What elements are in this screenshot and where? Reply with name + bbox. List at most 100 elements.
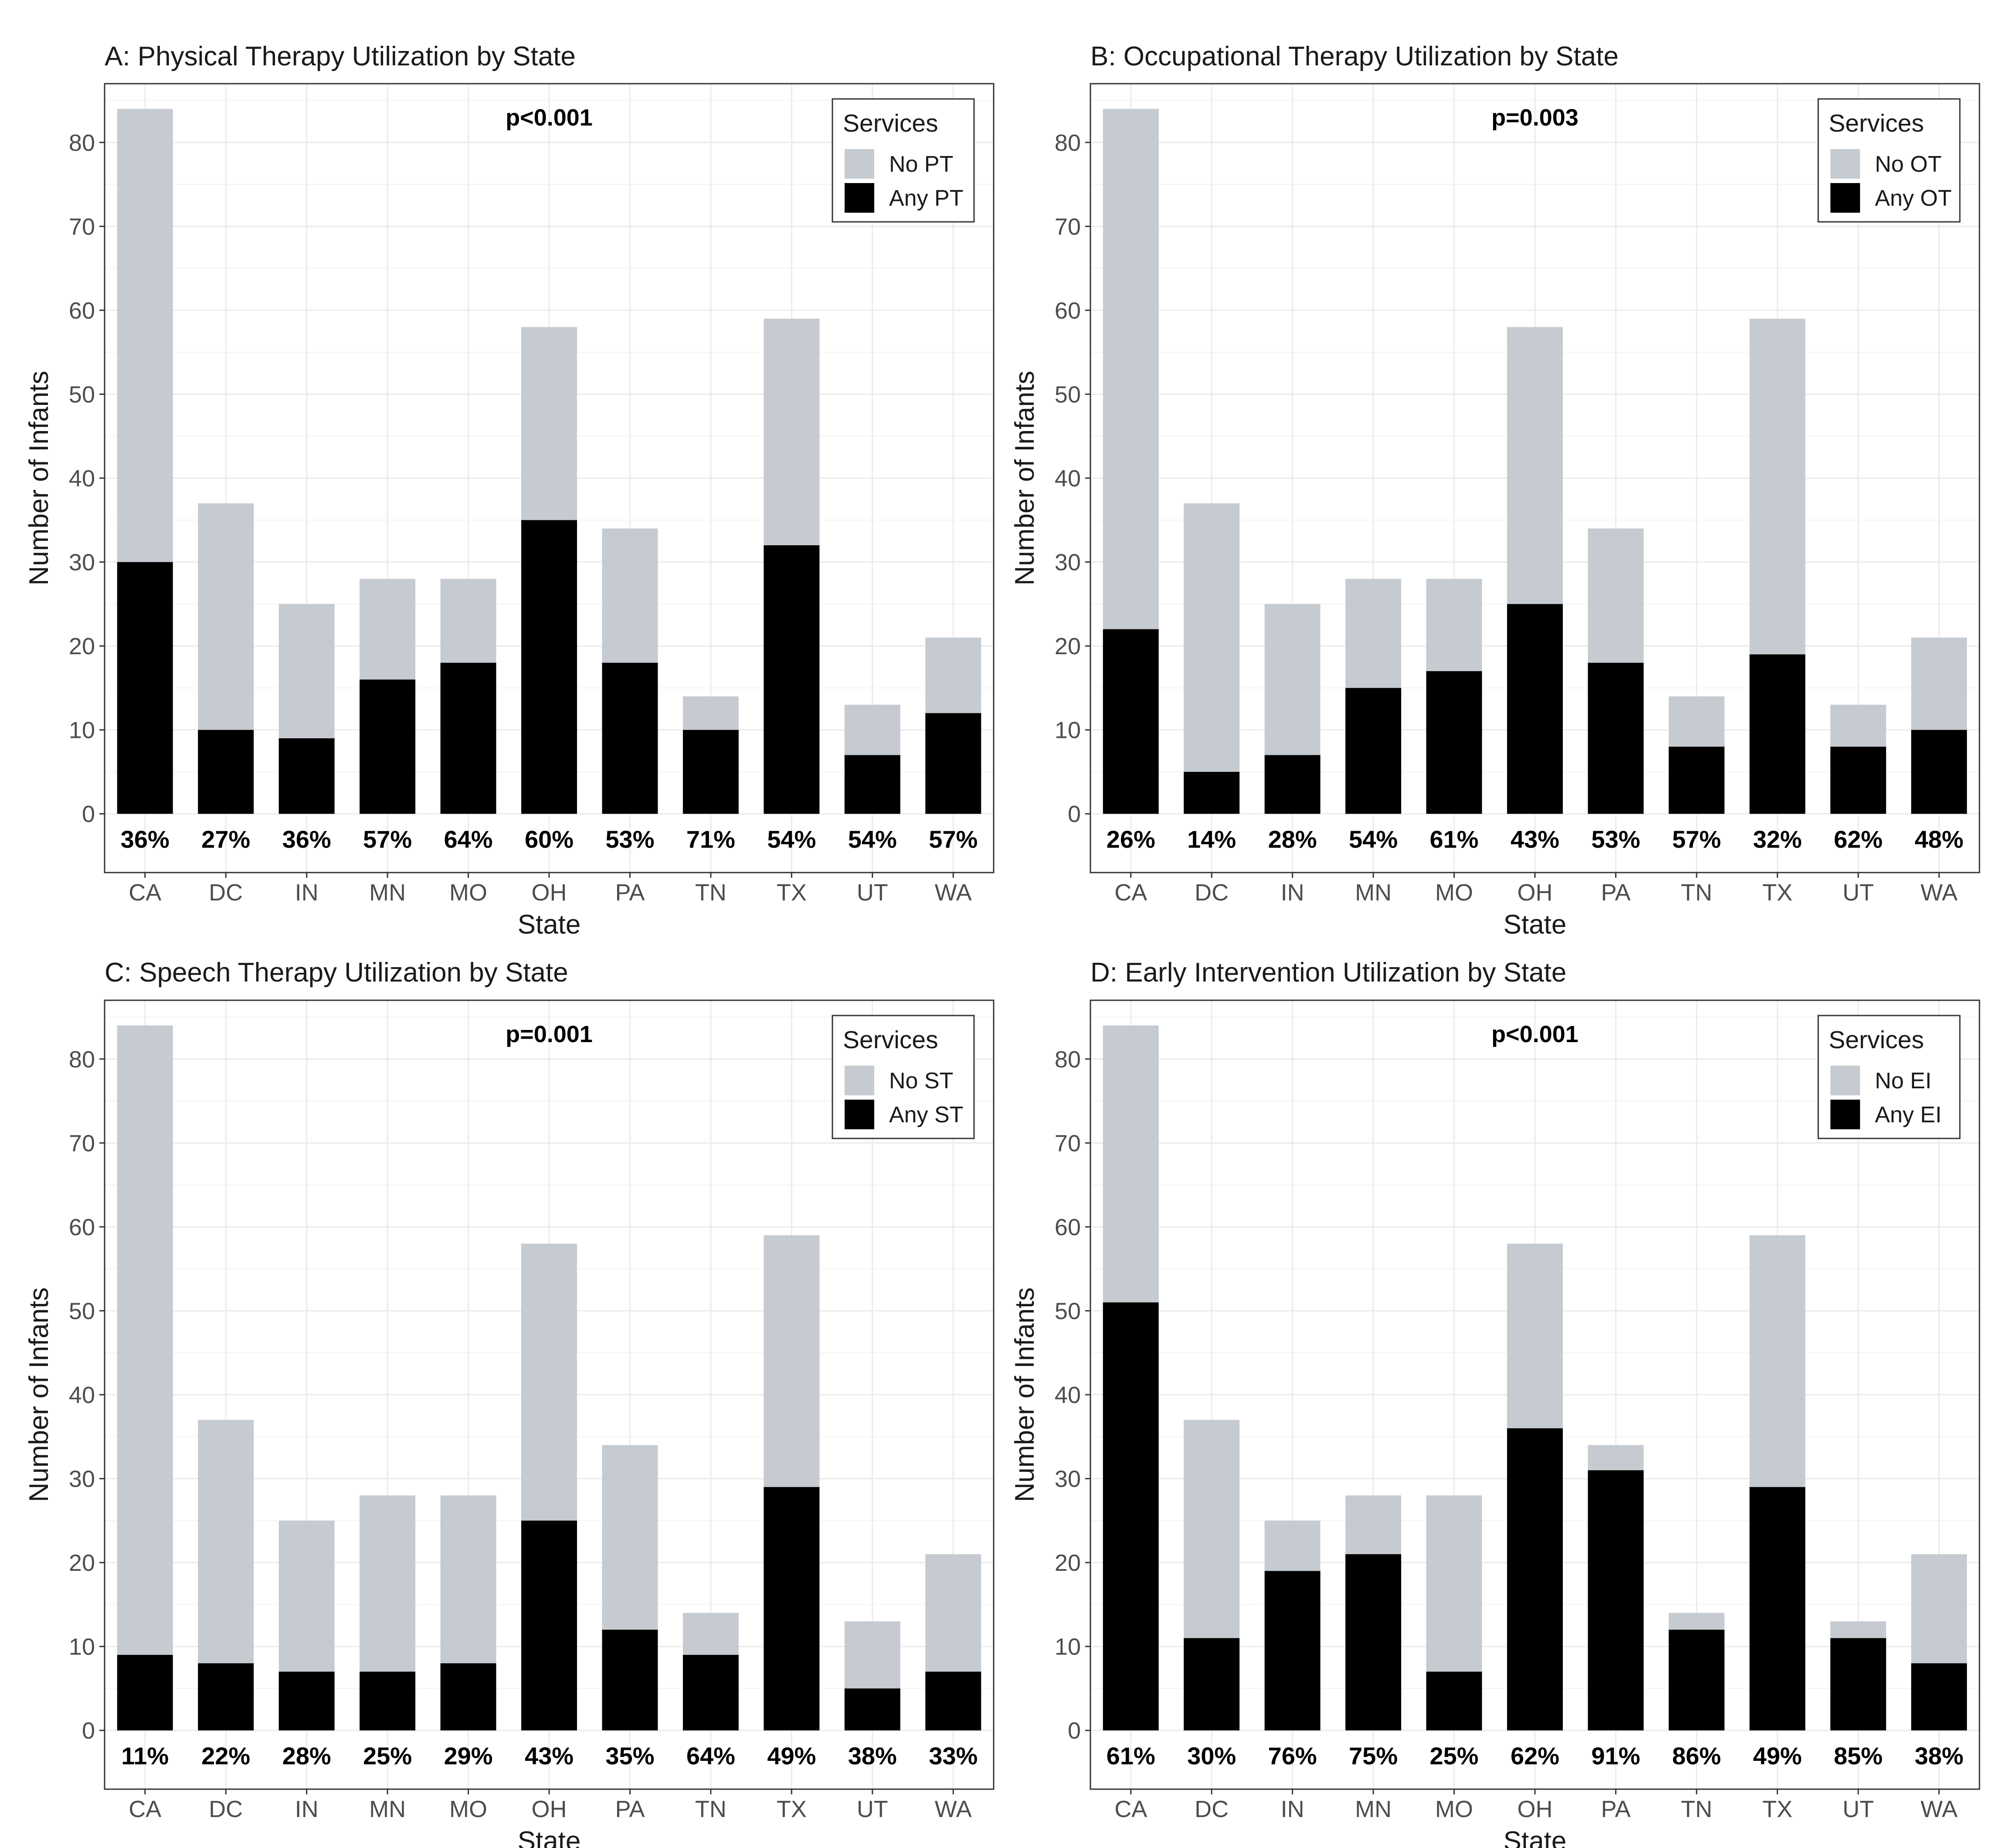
percent-label: 30% xyxy=(1187,1742,1236,1770)
y-axis-label: Number of Infants xyxy=(24,371,54,586)
bar-no-ot-pa xyxy=(1588,528,1644,663)
y-tick-label: 80 xyxy=(69,130,95,156)
legend-key xyxy=(845,183,874,213)
percent-label: 38% xyxy=(848,1742,897,1770)
plot-border xyxy=(104,83,995,873)
panel-title: B: Occupational Therapy Utilization by S… xyxy=(1090,41,1619,71)
bar-no-ot-mn xyxy=(1345,579,1402,688)
x-tick-label: OH xyxy=(1518,880,1553,906)
y-tick-label: 20 xyxy=(1055,1550,1081,1576)
percent-label: 35% xyxy=(605,1742,654,1770)
x-tick-label: MO xyxy=(449,880,487,906)
chart-panel-c: 0 10 20 30 40 50 60 70 80 11% 22% 28% 25% 29% 43% 35% 64… xyxy=(24,958,995,1848)
legend-entry: No EI xyxy=(1875,1068,1932,1094)
x-axis-label: State xyxy=(518,1826,581,1848)
bar-any-ei-pa xyxy=(1588,1470,1644,1731)
legend-key xyxy=(1830,1100,1860,1129)
percent-label: 71% xyxy=(686,825,735,853)
y-tick-label: 20 xyxy=(1055,633,1081,659)
x-tick-label: MN xyxy=(1355,1796,1392,1822)
x-tick-label: DC xyxy=(1195,880,1229,906)
percent-label: 43% xyxy=(1511,825,1559,853)
x-tick-label: MO xyxy=(1435,1796,1473,1822)
percent-label: 62% xyxy=(1511,1742,1559,1770)
bar-no-ot-ut xyxy=(1830,704,1886,747)
x-tick-label: TN xyxy=(695,1796,727,1822)
bar-no-st-tx xyxy=(764,1235,820,1487)
x-tick-label: IN xyxy=(1281,1796,1304,1822)
bar-no-ot-in xyxy=(1264,604,1321,755)
x-tick-label: DC xyxy=(1195,1796,1229,1822)
y-tick-label: 0 xyxy=(1068,1718,1081,1744)
y-tick-label: 20 xyxy=(69,633,95,659)
legend-entry: Any ST xyxy=(889,1102,964,1128)
legend-entry: No ST xyxy=(889,1068,953,1094)
bar-any-st-in xyxy=(278,1671,335,1731)
bar-no-pt-tx xyxy=(764,319,820,546)
percent-label: 53% xyxy=(605,825,654,853)
x-tick-label: UT xyxy=(857,880,888,906)
bar-any-st-tx xyxy=(764,1487,820,1731)
x-tick-label: OH xyxy=(532,880,567,906)
chart-panel-a: 0 10 20 30 40 50 60 70 80 36% 27% 36% 57% 64% 60% 53% 71… xyxy=(24,41,995,940)
p-value-annotation: p<0.001 xyxy=(506,105,593,131)
bar-any-pt-oh xyxy=(521,520,577,814)
p-value-annotation: p=0.003 xyxy=(1491,105,1579,131)
y-tick-label: 40 xyxy=(1055,1382,1081,1408)
bar-no-pt-wa xyxy=(925,637,981,713)
percent-label: 57% xyxy=(363,825,412,853)
y-tick-label: 80 xyxy=(69,1046,95,1073)
y-tick-label: 50 xyxy=(1055,381,1081,408)
x-tick-label: UT xyxy=(1843,880,1874,906)
bar-no-st-dc xyxy=(198,1420,254,1664)
percent-label: 53% xyxy=(1591,825,1640,853)
p-value-annotation: p<0.001 xyxy=(1491,1021,1579,1047)
y-tick-label: 50 xyxy=(69,1298,95,1324)
bar-no-ot-tn xyxy=(1668,696,1725,747)
bar-no-pt-ca xyxy=(117,109,173,562)
bar-any-ot-ca xyxy=(1103,629,1159,814)
legend: Services No ST Any ST xyxy=(832,1015,975,1139)
percent-label: 28% xyxy=(1268,825,1317,853)
bar-no-pt-mn xyxy=(360,579,416,680)
x-tick-label: OH xyxy=(532,1796,567,1822)
bar-no-ot-dc xyxy=(1184,503,1240,772)
bar-no-ei-dc xyxy=(1184,1420,1240,1638)
bar-any-st-mn xyxy=(360,1671,416,1731)
x-tick-label: TN xyxy=(695,880,727,906)
percent-label: 14% xyxy=(1187,825,1236,853)
x-tick-label: TX xyxy=(777,1796,807,1822)
bar-any-pt-mn xyxy=(360,679,416,814)
legend-entry: No PT xyxy=(889,152,953,177)
bar-no-pt-mo xyxy=(440,579,496,663)
plot-border xyxy=(1090,999,1980,1790)
percent-label: 54% xyxy=(767,825,816,853)
bar-any-st-tn xyxy=(682,1654,739,1731)
y-tick-label: 70 xyxy=(1055,1130,1081,1156)
y-tick-label: 30 xyxy=(1055,550,1081,576)
y-tick-label: 20 xyxy=(69,1550,95,1576)
bar-any-pt-ca xyxy=(117,562,173,814)
y-tick-label: 60 xyxy=(69,298,95,324)
legend: Services No EI Any EI xyxy=(1817,1015,1961,1139)
bar-any-ot-pa xyxy=(1588,662,1644,814)
x-tick-label: UT xyxy=(1843,1796,1874,1822)
y-tick-label: 30 xyxy=(1055,1466,1081,1492)
bar-any-ei-tn xyxy=(1668,1630,1725,1731)
percent-label: 57% xyxy=(929,825,978,853)
percent-label: 11% xyxy=(121,1742,169,1770)
percent-label: 36% xyxy=(121,825,170,853)
x-tick-label: MN xyxy=(369,1796,406,1822)
bar-any-ei-mo xyxy=(1426,1671,1482,1731)
bar-any-pt-dc xyxy=(198,730,254,814)
y-axis-label: Number of Infants xyxy=(1010,1287,1040,1502)
x-tick-label: TN xyxy=(1681,880,1712,906)
legend-title: Services xyxy=(1829,109,1924,137)
panel-title: C: Speech Therapy Utilization by State xyxy=(105,958,568,988)
p-value-annotation: p=0.001 xyxy=(506,1021,593,1047)
percent-label: 26% xyxy=(1107,825,1155,853)
percent-label: 49% xyxy=(1753,1742,1802,1770)
bar-no-ei-in xyxy=(1264,1520,1321,1571)
bar-no-st-ut xyxy=(844,1621,900,1688)
percent-label: 91% xyxy=(1591,1742,1640,1770)
